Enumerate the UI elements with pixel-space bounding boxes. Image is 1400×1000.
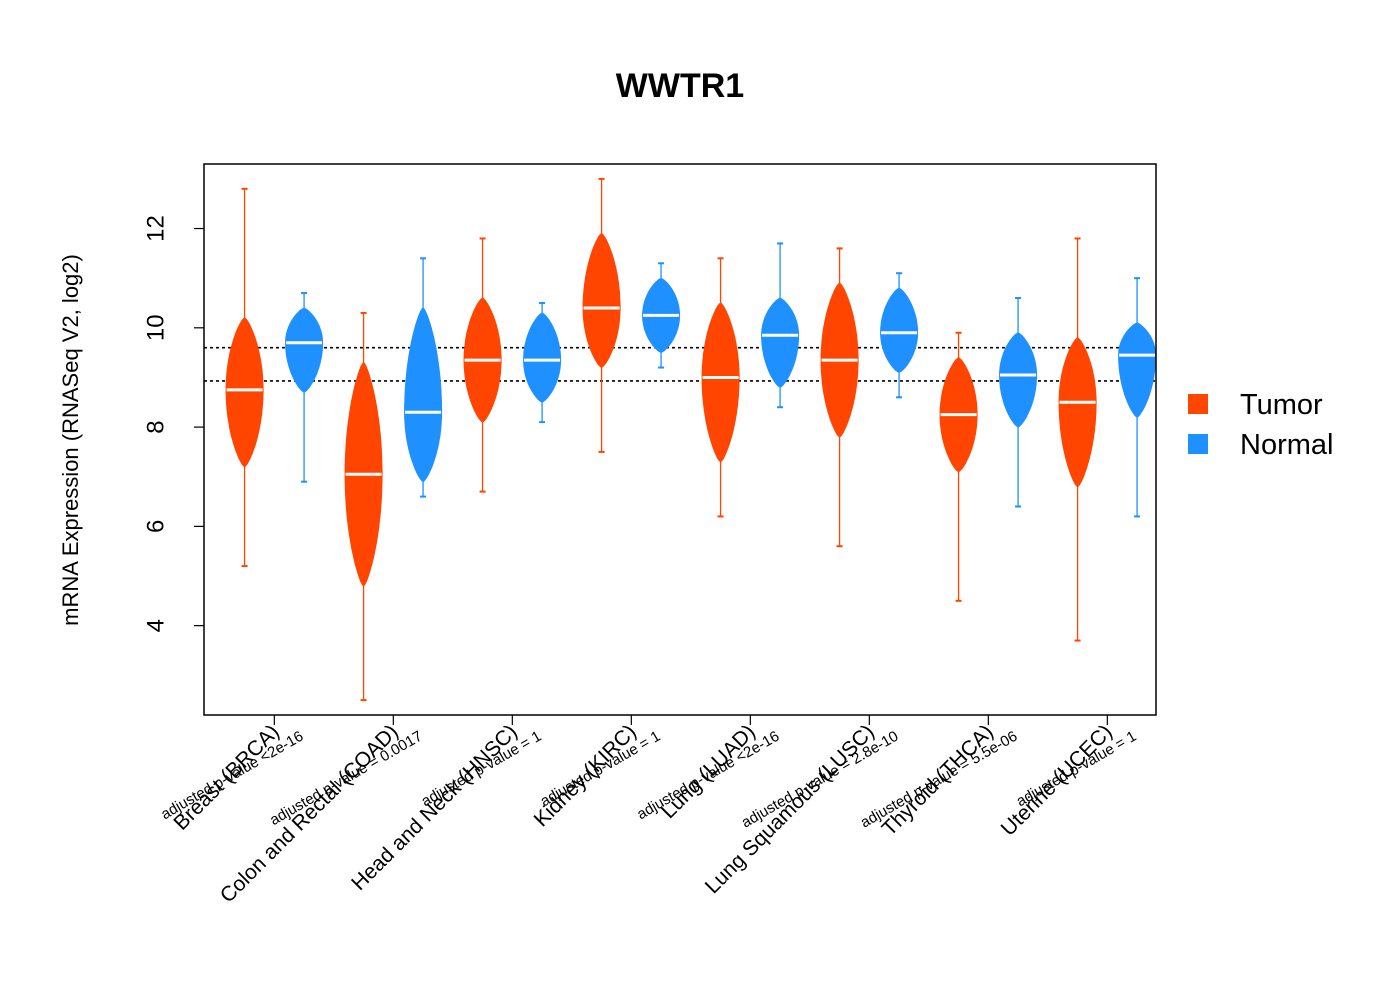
x-pvalue-label-4: adjusted p-value = 1 — [537, 728, 663, 810]
x-pvalue-label-8: adjusted p-value = 1 — [1013, 728, 1139, 810]
bean-normal-3-density — [523, 312, 562, 403]
y-tick-label-3: 8 — [143, 420, 170, 433]
y-tick-label-2: 6 — [143, 520, 170, 533]
bean-normal-7-density — [999, 332, 1038, 428]
chart-title: WWTR1 — [616, 67, 744, 105]
legend-label-tumor: Tumor — [1240, 389, 1323, 421]
x-axis: Breast (BRCA)adjusted p-value <2e-16Colo… — [158, 715, 1139, 907]
y-tick-label-4: 10 — [143, 314, 170, 341]
bean-tumor-4-density — [582, 233, 621, 368]
x-pvalue-label-3: adjusted p-value = 1 — [418, 728, 544, 810]
y-tick-label-1: 4 — [143, 619, 170, 632]
bean-normal-2-density — [404, 308, 443, 482]
bean-normal-5-density — [761, 298, 800, 388]
plot-frame — [203, 163, 1157, 716]
bean-normal-6-density — [880, 288, 919, 373]
y-axis-label: mRNA Expression (RNASeq V2, log2) — [58, 254, 83, 626]
legend: Tumor Normal — [1188, 389, 1333, 461]
bean-tumor-1-density — [225, 317, 264, 467]
bean-normal-1-density — [285, 308, 324, 393]
legend-label-normal: Normal — [1240, 429, 1333, 461]
y-axis: 4 6 8 10 12 — [143, 215, 204, 632]
bean-tumor-5-density — [701, 303, 740, 462]
legend-swatch-normal — [1188, 434, 1208, 454]
bean-tumor-8-density — [1058, 337, 1097, 487]
y-tick-label-5: 12 — [143, 215, 170, 242]
legend-swatch-tumor — [1188, 394, 1208, 414]
bean-normal-8-density — [1118, 322, 1157, 418]
plot-area — [204, 177, 1157, 702]
